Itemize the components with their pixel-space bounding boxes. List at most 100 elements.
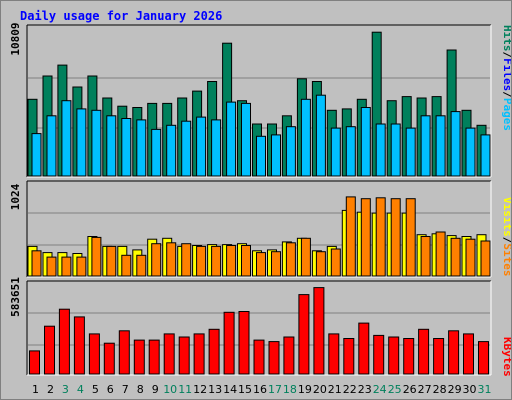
bar-sites-day-25 <box>390 198 401 277</box>
bar-sites-day-22 <box>345 196 356 277</box>
x-tick-label-day-6: 6 <box>107 383 114 396</box>
bar-pages-day-19 <box>300 98 311 177</box>
legend-separator: / <box>501 52 511 59</box>
x-tick-label-day-9: 9 <box>152 383 159 396</box>
bar-kbytes-day-15 <box>238 311 250 375</box>
bar-pages-day-5 <box>91 109 102 177</box>
bar-sites-day-11 <box>181 243 192 277</box>
bar-pages-day-8 <box>136 119 147 177</box>
bar-kbytes-day-17 <box>268 341 280 375</box>
bar-pages-day-10 <box>166 124 177 177</box>
x-tick-label-day-24: 24 <box>373 383 387 396</box>
x-tick-label-day-21: 21 <box>328 383 342 396</box>
x-tick-label-day-25: 25 <box>388 383 402 396</box>
bar-sites-day-29 <box>450 237 461 277</box>
x-tick-label-day-27: 27 <box>418 383 432 396</box>
y-max-label: 583651 <box>9 277 22 317</box>
bar-pages-day-20 <box>315 94 326 177</box>
bar-pages-day-22 <box>345 126 356 177</box>
x-tick-label-day-5: 5 <box>92 383 99 396</box>
legend-item-files: Files <box>501 58 511 91</box>
bar-pages-day-26 <box>405 127 416 177</box>
x-tick-label-day-7: 7 <box>122 383 129 396</box>
bar-kbytes-day-26 <box>403 338 415 375</box>
bar-kbytes-day-16 <box>253 339 265 375</box>
bar-pages-day-23 <box>360 107 371 177</box>
legend-item-pages: Pages <box>501 98 511 131</box>
bar-pages-day-30 <box>465 127 476 177</box>
bar-sites-day-12 <box>196 245 207 277</box>
bar-pages-day-2 <box>46 115 57 177</box>
bar-pages-day-28 <box>435 115 446 177</box>
legend-hits-files-pages: Hits/Files/Pages <box>501 25 511 131</box>
bar-pages-day-7 <box>121 118 132 177</box>
bar-kbytes-day-31 <box>478 341 489 375</box>
bar-kbytes-day-1 <box>29 350 40 375</box>
bar-sites-day-19 <box>300 237 311 277</box>
x-tick-label-day-22: 22 <box>343 383 357 396</box>
bar-sites-day-1 <box>31 250 42 277</box>
x-tick-label-day-20: 20 <box>313 383 327 396</box>
x-tick-label-day-29: 29 <box>448 383 462 396</box>
x-tick-label-day-3: 3 <box>62 383 69 396</box>
bar-sites-day-5 <box>91 236 102 277</box>
x-tick-label-day-4: 4 <box>77 383 84 396</box>
series-pages <box>31 94 491 177</box>
bar-kbytes-day-27 <box>418 328 430 375</box>
x-tick-label-day-12: 12 <box>193 383 207 396</box>
x-tick-label-day-16: 16 <box>253 383 267 396</box>
legend-text: Visits/Sites <box>501 197 511 277</box>
x-tick-label-day-19: 19 <box>298 383 312 396</box>
bar-sites-day-23 <box>360 198 371 277</box>
bar-kbytes-day-12 <box>193 333 205 375</box>
plot-panels: 10809 1024 583651 <box>9 22 492 376</box>
bar-kbytes-day-30 <box>463 333 474 375</box>
legend-item-sites: Sites <box>501 243 511 276</box>
bar-sites-day-20 <box>315 251 326 277</box>
bar-pages-day-13 <box>211 119 222 177</box>
bar-kbytes-day-21 <box>328 333 340 375</box>
bar-pages-day-9 <box>151 128 162 177</box>
x-tick-label-day-1: 1 <box>32 383 39 396</box>
legend-text: Hits/Files/Pages <box>501 25 511 131</box>
bar-pages-day-1 <box>31 133 42 177</box>
bar-kbytes-day-10 <box>163 333 175 375</box>
bar-kbytes-day-25 <box>388 336 400 375</box>
x-tick-label-day-17: 17 <box>268 383 282 396</box>
bar-pages-day-24 <box>375 123 386 177</box>
x-tick-label-day-31: 31 <box>478 383 492 396</box>
legend-text: KBytes <box>501 337 511 377</box>
x-tick-label-day-8: 8 <box>137 383 144 396</box>
x-tick-label-day-11: 11 <box>178 383 192 396</box>
bar-sites-day-18 <box>285 242 296 277</box>
series-sites <box>31 196 491 277</box>
bar-pages-day-11 <box>181 120 192 177</box>
bar-pages-day-6 <box>106 115 117 177</box>
legend-kbytes: KBytes <box>501 337 511 377</box>
bar-kbytes-day-20 <box>313 287 325 375</box>
bar-pages-day-25 <box>390 123 401 177</box>
x-tick-label-day-13: 13 <box>208 383 222 396</box>
x-tick-label-day-2: 2 <box>47 383 54 396</box>
bar-kbytes-day-23 <box>358 322 370 375</box>
bar-sites-day-13 <box>211 245 222 277</box>
bar-sites-day-4 <box>76 256 87 277</box>
bar-kbytes-day-9 <box>148 339 160 375</box>
bar-sites-day-2 <box>46 256 57 277</box>
bar-sites-day-28 <box>435 231 446 277</box>
panel-kbytes: 583651 <box>9 277 492 376</box>
bar-pages-day-4 <box>76 108 87 177</box>
bar-sites-day-10 <box>166 242 177 277</box>
legend-separator: / <box>501 237 511 244</box>
panel-hits-files-pages: 10809 <box>9 22 492 178</box>
bar-kbytes-day-29 <box>448 330 460 375</box>
bar-pages-day-3 <box>61 100 72 177</box>
bar-kbytes-day-8 <box>133 339 145 375</box>
bar-pages-day-27 <box>420 115 431 177</box>
bar-sites-day-16 <box>256 252 266 277</box>
legend-item-visits: Visits <box>501 197 511 237</box>
legend-visits-sites: Visits/Sites <box>501 197 511 277</box>
bar-sites-day-8 <box>136 254 147 277</box>
